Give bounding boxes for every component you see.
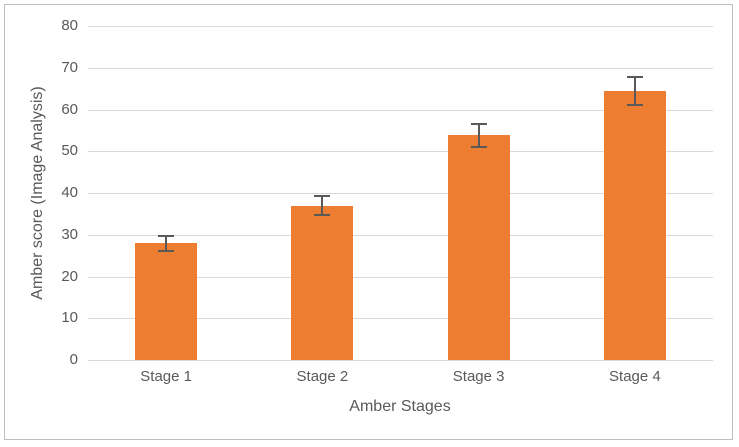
gridline	[88, 234, 713, 236]
error-bar	[165, 235, 168, 251]
gridline	[88, 276, 713, 278]
y-tick-label: 60	[61, 100, 78, 118]
gridline	[88, 26, 713, 27]
error-bar	[321, 196, 324, 215]
error-bar-cap	[314, 213, 331, 216]
x-category-label: Stage 1	[140, 368, 192, 385]
y-axis-ticks: 0 10 20 30 40 50 60 70 80	[0, 17, 78, 368]
error-bar-cap	[626, 103, 643, 106]
gridline	[88, 318, 713, 320]
error-bar-cap	[626, 75, 643, 78]
y-tick-label: 30	[61, 225, 78, 243]
error-bar-cap	[314, 195, 331, 198]
bar-stage-4	[603, 90, 666, 360]
bar-stage-2	[291, 205, 354, 360]
y-tick-label: 40	[61, 184, 78, 201]
y-tick-label: 80	[61, 17, 78, 34]
y-tick-label: 0	[69, 351, 78, 368]
x-category-label: Stage 2	[296, 368, 349, 385]
x-category-label: Stage 3	[452, 368, 505, 385]
y-tick-label: 70	[61, 58, 78, 76]
y-tick-label: 20	[61, 267, 78, 285]
error-bar-cap	[470, 146, 487, 149]
gridline	[88, 109, 713, 111]
y-tick-label: 50	[61, 142, 78, 160]
error-bar	[633, 76, 636, 105]
gridline	[88, 151, 713, 153]
error-bar-cap	[470, 122, 487, 125]
plot-area	[88, 26, 713, 361]
bar-stage-1	[135, 243, 198, 360]
error-bar-cap	[158, 234, 175, 237]
x-axis-category-labels: Stage 1 Stage 2 Stage 3 Stage 4	[88, 368, 713, 385]
gridline	[88, 67, 713, 69]
y-tick-label: 10	[61, 309, 78, 327]
error-bar-cap	[158, 249, 175, 252]
gridline	[88, 193, 713, 194]
x-axis-title: Amber Stages	[349, 398, 451, 415]
error-bar	[477, 123, 480, 148]
x-category-label: Stage 4	[609, 368, 661, 385]
bar-stage-3	[447, 135, 510, 360]
